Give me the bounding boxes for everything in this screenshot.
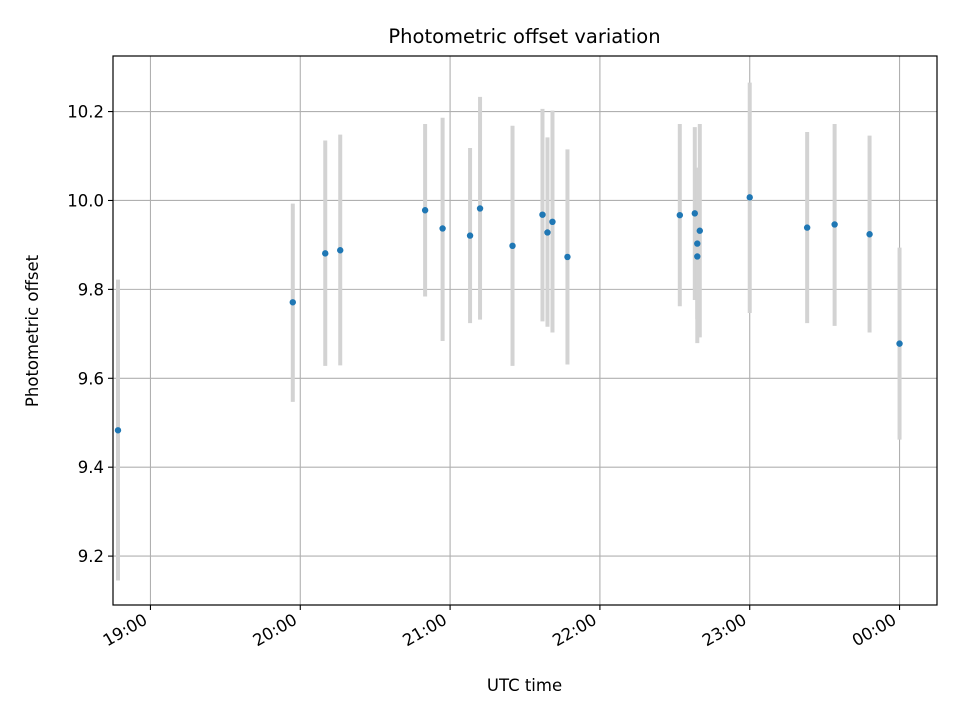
data-point xyxy=(896,340,903,347)
y-tick-label: 10.2 xyxy=(67,103,104,122)
data-point xyxy=(476,205,484,212)
y-axis-label: Photometric offset xyxy=(23,254,42,407)
data-point xyxy=(322,250,329,257)
y-tick-label: 9.4 xyxy=(78,458,104,477)
data-point xyxy=(549,218,556,226)
data-point xyxy=(289,299,296,306)
data-point xyxy=(746,194,753,201)
data-point xyxy=(831,221,838,228)
data-point xyxy=(337,247,344,254)
data-point xyxy=(539,211,546,218)
data-point xyxy=(421,207,429,214)
data-points xyxy=(114,194,903,434)
chart-title: Photometric offset variation xyxy=(388,25,660,48)
data-point xyxy=(466,232,474,239)
data-point xyxy=(691,210,698,217)
plot-area-frame xyxy=(112,55,938,606)
y-tick-label: 9.6 xyxy=(78,369,104,388)
data-point xyxy=(544,229,551,236)
grid-lines xyxy=(113,56,937,605)
data-point xyxy=(694,240,701,247)
data-point xyxy=(509,242,516,250)
data-point xyxy=(866,231,873,238)
y-tick-label: 10.0 xyxy=(67,191,104,210)
y-tick-label: 9.2 xyxy=(78,547,104,566)
data-point xyxy=(439,225,446,232)
data-point xyxy=(696,227,703,234)
data-point xyxy=(694,253,701,260)
data-point xyxy=(676,211,684,219)
y-tick-label: 9.8 xyxy=(78,280,104,299)
x-axis-label: UTC time xyxy=(487,676,562,695)
data-point xyxy=(114,427,122,434)
data-point xyxy=(803,224,811,231)
data-point xyxy=(564,253,571,261)
